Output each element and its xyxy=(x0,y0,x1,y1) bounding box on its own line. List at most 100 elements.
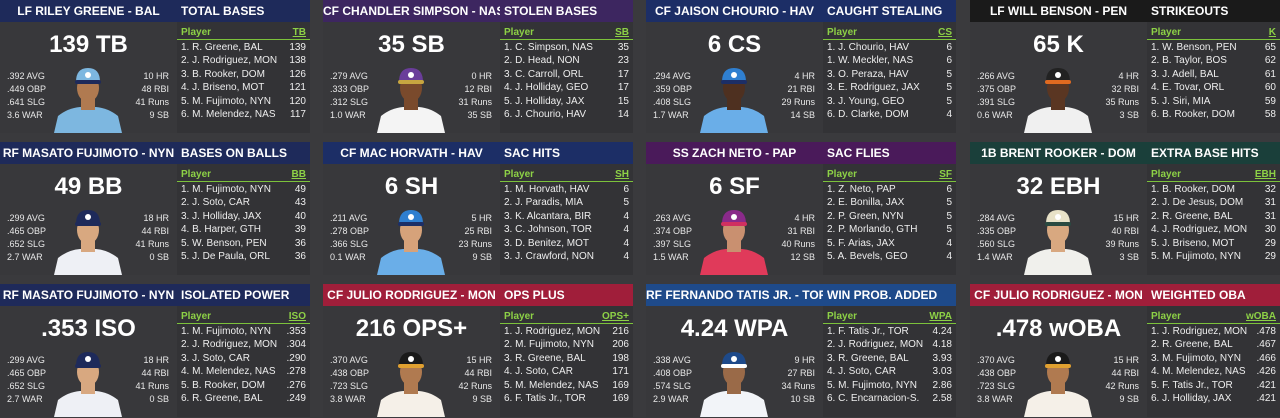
leader-row[interactable]: 4. J. Soto, CAR 171 xyxy=(500,366,633,379)
leader-row[interactable]: 3. J. Young, GEO 5 xyxy=(823,96,956,109)
player-column-header[interactable]: Player xyxy=(504,27,535,38)
leader-row[interactable]: 6. B. Rooker, DOM 58 xyxy=(1147,109,1280,122)
stat-column-header[interactable]: ISO xyxy=(288,311,306,322)
leader-row[interactable]: 3. O. Peraza, HAV 5 xyxy=(823,69,956,82)
player-column-header[interactable]: Player xyxy=(1151,27,1182,38)
player-column-header[interactable]: Player xyxy=(1151,311,1182,322)
leader-card[interactable]: LF WILL BENSON - PEN STRIKEOUTS 65 K .26… xyxy=(970,0,1280,133)
leader-row[interactable]: 6. M. Melendez, NAS 117 xyxy=(177,109,310,122)
leader-row[interactable]: 1. J. Rodriguez, MON 216 xyxy=(500,326,633,339)
leader-player-name[interactable]: RF MASATO FUJIMOTO - NYN xyxy=(2,288,175,302)
leader-row[interactable]: 2. P. Green, NYN 5 xyxy=(823,211,956,224)
leader-row[interactable]: 5. B. Rooker, DOM .276 xyxy=(177,380,310,393)
player-column-header[interactable]: Player xyxy=(827,311,858,322)
leader-row[interactable]: 3. C. Carroll, ORL 17 xyxy=(500,69,633,82)
leader-card[interactable]: CF JAISON CHOURIO - HAV CAUGHT STEALING … xyxy=(646,0,956,133)
leader-row[interactable]: 1. Z. Neto, PAP 6 xyxy=(823,184,956,197)
leader-row[interactable]: 4. M. Melendez, NAS .426 xyxy=(1147,366,1280,379)
leader-row[interactable]: 5. M. Fujimoto, NYN 120 xyxy=(177,96,310,109)
leader-row[interactable]: 6. F. Tatis Jr., TOR 169 xyxy=(500,393,633,406)
leader-card[interactable]: CF MAC HORVATH - HAV SAC HITS 6 SH .211 … xyxy=(323,142,633,275)
leader-card[interactable]: RF MASATO FUJIMOTO - NYN ISOLATED POWER … xyxy=(0,284,310,417)
leader-row[interactable]: 4. B. Harper, GTH 39 xyxy=(177,224,310,237)
leader-row[interactable]: 2. J. Paradis, MIA 5 xyxy=(500,197,633,210)
leader-player-name[interactable]: CF CHANDLER SIMPSON - NAS xyxy=(323,4,500,18)
leader-row[interactable]: 1. R. Greene, BAL 139 xyxy=(177,42,310,55)
leader-row[interactable]: 2. P. Morlando, GTH 5 xyxy=(823,224,956,237)
leader-card[interactable]: LF RILEY GREENE - BAL TOTAL BASES 139 TB… xyxy=(0,0,310,133)
leader-row[interactable]: 3. J. Holliday, JAX 40 xyxy=(177,211,310,224)
stat-column-header[interactable]: OPS+ xyxy=(602,311,629,322)
leader-row[interactable]: 5. J. Briseno, MOT 29 xyxy=(1147,238,1280,251)
leader-row[interactable]: 5. M. Fujimoto, NYN 2.86 xyxy=(823,380,956,393)
leader-row[interactable]: 5. J. De Paula, ORL 36 xyxy=(177,251,310,264)
stat-column-header[interactable]: SH xyxy=(615,169,629,180)
leader-row[interactable]: 2. J. Rodriguez, MON 4.18 xyxy=(823,339,956,352)
leader-row[interactable]: 5. W. Benson, PEN 36 xyxy=(177,238,310,251)
stat-column-header[interactable]: SB xyxy=(615,27,629,38)
leader-row[interactable]: 1. J. Chourio, HAV 6 xyxy=(823,42,956,55)
leader-row[interactable]: 1. M. Fujimoto, NYN 49 xyxy=(177,184,310,197)
leader-row[interactable]: 2. B. Taylor, BOS 62 xyxy=(1147,55,1280,68)
leader-row[interactable]: 3. J. Adell, BAL 61 xyxy=(1147,69,1280,82)
leader-row[interactable]: 2. D. Head, NON 23 xyxy=(500,55,633,68)
leader-row[interactable]: 2. J. De Jesus, DOM 31 xyxy=(1147,197,1280,210)
player-column-header[interactable]: Player xyxy=(181,27,212,38)
leader-card[interactable]: SS ZACH NETO - PAP SAC FLIES 6 SF .263 A… xyxy=(646,142,956,275)
leader-row[interactable]: 3. J. Soto, CAR .290 xyxy=(177,353,310,366)
leader-row[interactable]: 5. M. Fujimoto, NYN 29 xyxy=(1147,251,1280,264)
leader-player-name[interactable]: CF JULIO RODRIGUEZ - MON xyxy=(974,288,1143,302)
leader-row[interactable]: 3. B. Rooker, DOM 126 xyxy=(177,69,310,82)
stat-column-header[interactable]: CS xyxy=(938,27,952,38)
leader-row[interactable]: 2. J. Rodriguez, MON 138 xyxy=(177,55,310,68)
player-column-header[interactable]: Player xyxy=(827,27,858,38)
player-column-header[interactable]: Player xyxy=(504,169,535,180)
leader-player-name[interactable]: CF MAC HORVATH - HAV xyxy=(340,146,483,160)
leader-row[interactable]: 4. J. Briseno, MOT 121 xyxy=(177,82,310,95)
leader-row[interactable]: 1. W. Meckler, NAS 6 xyxy=(823,55,956,68)
leader-player-name[interactable]: SS ZACH NETO - PAP xyxy=(672,146,797,160)
player-column-header[interactable]: Player xyxy=(181,311,212,322)
leader-row[interactable]: 4. J. Soto, CAR 3.03 xyxy=(823,366,956,379)
leader-row[interactable]: 2. M. Fujimoto, NYN 206 xyxy=(500,339,633,352)
leader-row[interactable]: 4. J. Holliday, GEO 17 xyxy=(500,82,633,95)
leader-player-name[interactable]: RF FERNANDO TATIS JR. - TOR xyxy=(646,288,823,302)
leader-row[interactable]: 6. D. Clarke, DOM 4 xyxy=(823,109,956,122)
leader-row[interactable]: 1. W. Benson, PEN 65 xyxy=(1147,42,1280,55)
leader-row[interactable]: 1. M. Horvath, HAV 6 xyxy=(500,184,633,197)
stat-column-header[interactable]: wOBA xyxy=(1246,311,1276,322)
leader-row[interactable]: 4. E. Tovar, ORL 60 xyxy=(1147,82,1280,95)
leader-row[interactable]: 5. J. Siri, MIA 59 xyxy=(1147,96,1280,109)
player-column-header[interactable]: Player xyxy=(827,169,858,180)
stat-column-header[interactable]: WPA xyxy=(929,311,952,322)
leader-row[interactable]: 1. J. Rodriguez, MON .478 xyxy=(1147,326,1280,339)
leader-card[interactable]: RF FERNANDO TATIS JR. - TOR WIN PROB. AD… xyxy=(646,284,956,417)
leader-card[interactable]: CF CHANDLER SIMPSON - NAS STOLEN BASES 3… xyxy=(323,0,633,133)
leader-row[interactable]: 3. E. Rodriguez, JAX 5 xyxy=(823,82,956,95)
leader-player-name[interactable]: 1B BRENT ROOKER - DOM xyxy=(981,146,1136,160)
leader-row[interactable]: 3. M. Fujimoto, NYN .466 xyxy=(1147,353,1280,366)
leader-row[interactable]: 1. M. Fujimoto, NYN .353 xyxy=(177,326,310,339)
leader-player-name[interactable]: RF MASATO FUJIMOTO - NYN xyxy=(2,146,175,160)
leader-player-name[interactable]: LF WILL BENSON - PEN xyxy=(989,4,1128,18)
leader-row[interactable]: 3. D. Benitez, MOT 4 xyxy=(500,238,633,251)
leader-row[interactable]: 3. R. Greene, BAL 3.93 xyxy=(823,353,956,366)
leader-row[interactable]: 1. F. Tatis Jr., TOR 4.24 xyxy=(823,326,956,339)
leader-row[interactable]: 2. J. Rodriguez, MON .304 xyxy=(177,339,310,352)
leader-row[interactable]: 5. F. Arias, JAX 4 xyxy=(823,238,956,251)
leader-row[interactable]: 6. R. Greene, BAL .249 xyxy=(177,393,310,406)
leader-row[interactable]: 4. M. Melendez, NAS .278 xyxy=(177,366,310,379)
leader-player-name[interactable]: CF JULIO RODRIGUEZ - MON xyxy=(327,288,496,302)
leader-row[interactable]: 3. K. Alcantara, BIR 4 xyxy=(500,211,633,224)
leader-row[interactable]: 1. B. Rooker, DOM 32 xyxy=(1147,184,1280,197)
stat-column-header[interactable]: EBH xyxy=(1254,169,1276,180)
leader-row[interactable]: 3. R. Greene, BAL 198 xyxy=(500,353,633,366)
leader-card[interactable]: RF MASATO FUJIMOTO - NYN BASES ON BALLS … xyxy=(0,142,310,275)
stat-column-header[interactable]: SF xyxy=(939,169,952,180)
leader-player-name[interactable]: LF RILEY GREENE - BAL xyxy=(17,4,160,18)
leader-row[interactable]: 5. A. Bevels, GEO 4 xyxy=(823,251,956,264)
stat-column-header[interactable]: BB xyxy=(291,169,306,180)
leader-row[interactable]: 4. J. Rodriguez, MON 30 xyxy=(1147,224,1280,237)
player-column-header[interactable]: Player xyxy=(504,311,535,322)
leader-row[interactable]: 6. J. Holliday, JAX .421 xyxy=(1147,393,1280,406)
